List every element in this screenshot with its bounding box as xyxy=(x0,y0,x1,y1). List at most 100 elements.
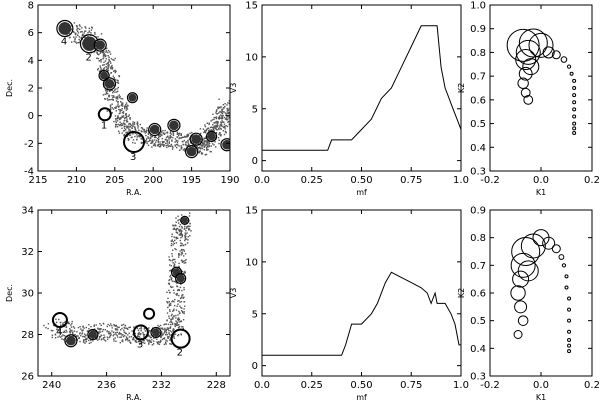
field-galaxy-dot xyxy=(233,112,234,113)
field-galaxy-dot xyxy=(174,138,177,140)
field-galaxy-dot xyxy=(181,234,184,237)
field-galaxy-dot xyxy=(224,118,227,120)
field-galaxy-dot xyxy=(144,330,146,332)
field-galaxy-dot xyxy=(165,343,167,345)
field-galaxy-dot xyxy=(128,130,130,132)
field-galaxy-dot xyxy=(178,218,180,221)
field-galaxy-dot xyxy=(183,311,185,313)
k-point xyxy=(551,244,561,254)
field-galaxy-dot xyxy=(180,134,182,136)
field-galaxy-dot xyxy=(182,327,184,330)
group-core xyxy=(95,40,106,50)
field-galaxy-dot xyxy=(138,333,140,335)
field-galaxy-dot xyxy=(134,127,136,129)
field-galaxy-dot xyxy=(177,318,179,321)
field-galaxy-dot xyxy=(118,117,120,119)
field-galaxy-dot xyxy=(203,145,206,147)
field-galaxy-dot xyxy=(124,117,126,119)
field-galaxy-dot xyxy=(176,322,178,324)
panel-frame xyxy=(489,4,593,172)
group-marker xyxy=(150,326,162,339)
field-galaxy-dot xyxy=(176,324,179,326)
field-galaxy-dot xyxy=(144,132,147,134)
field-galaxy-dot xyxy=(184,234,186,237)
field-galaxy-dot xyxy=(111,68,114,70)
x-axis-label: R.A. xyxy=(126,188,142,197)
field-galaxy-dot xyxy=(98,53,100,56)
field-galaxy-dot xyxy=(175,293,177,295)
field-galaxy-dot xyxy=(169,321,171,323)
field-galaxy-dot xyxy=(143,340,145,342)
field-galaxy-dot xyxy=(127,340,129,342)
field-galaxy-dot xyxy=(115,121,117,124)
field-galaxy-dot xyxy=(151,339,153,341)
field-galaxy-dot xyxy=(166,320,168,322)
field-galaxy-dot xyxy=(160,335,162,337)
field-galaxy-dot xyxy=(218,98,220,100)
field-galaxy-dot xyxy=(133,326,135,328)
field-galaxy-dot xyxy=(115,325,117,327)
group-core xyxy=(128,93,137,102)
field-galaxy-dot xyxy=(94,33,96,35)
field-galaxy-dot xyxy=(112,59,114,61)
field-galaxy-dot xyxy=(115,332,117,334)
k-point xyxy=(572,121,577,126)
field-galaxy-dot xyxy=(161,334,163,336)
field-galaxy-dot xyxy=(178,254,180,257)
field-galaxy-dot xyxy=(142,128,144,130)
field-galaxy-dot xyxy=(109,51,111,53)
field-galaxy-dot xyxy=(136,138,138,140)
field-galaxy-dot xyxy=(99,331,102,333)
field-galaxy-dot xyxy=(174,145,177,147)
field-galaxy-dot xyxy=(176,323,178,325)
field-galaxy-dot xyxy=(173,236,175,238)
field-galaxy-dot xyxy=(220,114,222,116)
y-axis-label: Dec. xyxy=(5,284,14,302)
field-galaxy-dot xyxy=(73,40,75,43)
field-galaxy-dot xyxy=(122,112,125,115)
field-galaxy-dot xyxy=(100,324,102,327)
field-galaxy-dot xyxy=(115,120,117,122)
k-point xyxy=(566,64,572,69)
field-galaxy-dot xyxy=(184,253,187,255)
y-axis-label: V3 xyxy=(229,83,238,94)
field-galaxy-dot xyxy=(161,331,163,333)
field-galaxy-dot xyxy=(184,227,186,229)
field-galaxy-dot xyxy=(136,122,138,125)
field-galaxy-dot xyxy=(79,332,81,334)
field-galaxy-dot xyxy=(66,34,68,36)
field-galaxy-dot xyxy=(126,131,129,134)
field-galaxy-dot xyxy=(119,118,121,121)
y-tick-label: -4 xyxy=(24,167,34,178)
field-galaxy-dot xyxy=(226,104,228,106)
field-galaxy-dot xyxy=(169,337,172,339)
field-galaxy-dot xyxy=(234,109,235,110)
field-galaxy-dot xyxy=(138,331,140,334)
field-galaxy-dot xyxy=(222,125,224,128)
field-galaxy-dot xyxy=(182,149,185,151)
field-galaxy-dot xyxy=(69,36,71,39)
field-galaxy-dot xyxy=(132,125,134,127)
field-galaxy-dot xyxy=(221,109,223,111)
field-galaxy-dot xyxy=(207,127,210,129)
field-galaxy-dot xyxy=(118,326,120,328)
field-galaxy-dot xyxy=(67,321,70,324)
field-galaxy-dot xyxy=(97,53,99,55)
field-galaxy-dot xyxy=(59,328,61,331)
field-galaxy-dot xyxy=(168,278,171,281)
k-point xyxy=(506,28,540,62)
field-galaxy-dot xyxy=(174,324,176,326)
field-galaxy-dot xyxy=(105,340,107,342)
field-galaxy-dot xyxy=(176,282,178,284)
field-galaxy-dot xyxy=(224,128,226,130)
field-galaxy-dot xyxy=(196,146,198,148)
field-galaxy-dot xyxy=(114,88,116,90)
field-galaxy-dot xyxy=(126,338,129,340)
field-galaxy-dot xyxy=(104,55,106,58)
field-galaxy-dot xyxy=(51,336,53,339)
field-galaxy-dot xyxy=(179,230,181,232)
field-galaxy-dot xyxy=(83,339,85,341)
field-galaxy-dot xyxy=(235,116,236,117)
field-galaxy-dot xyxy=(119,109,121,111)
k-point xyxy=(572,78,577,83)
